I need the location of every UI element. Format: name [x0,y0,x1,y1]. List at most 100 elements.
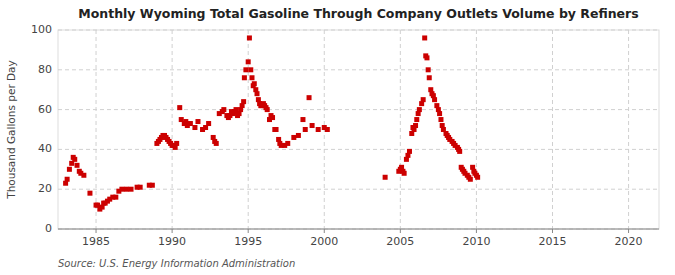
x-grid-line [96,30,97,229]
point [129,187,134,192]
y-tick-label: 20 [38,182,52,195]
point [424,55,429,60]
point [274,127,279,132]
point [407,149,412,154]
x-grid-line [628,30,629,229]
point [221,107,226,112]
chart: 0 20 40 60 80 100 1985 1990 1995 2000 2005 2010 2015… [0,0,675,275]
point [113,195,118,200]
point [468,177,473,182]
point [249,75,254,80]
x-tick [628,229,629,233]
point [188,121,193,126]
x-tick-label: 2015 [538,235,566,248]
x-tick-label: 1995 [234,235,262,248]
x-tick-label: 1985 [82,235,110,248]
x-grid-line [400,30,401,229]
point [310,123,315,128]
point [67,167,72,172]
grid [58,30,659,229]
plot-area [58,30,659,229]
point [247,35,252,40]
x-grid-line [172,30,173,229]
point [252,81,257,86]
y-grid-line [58,69,659,70]
point [195,119,200,124]
point [414,117,419,122]
point [422,35,427,40]
point [437,111,442,116]
point [248,67,253,72]
point [75,163,80,168]
point [72,157,77,162]
point [241,99,246,104]
point [457,149,462,154]
point [119,187,124,192]
y-tick-label: 60 [38,103,52,116]
x-tick-label: 2010 [462,235,490,248]
x-tick [400,229,401,233]
point [214,141,219,146]
point [421,97,426,102]
point [316,127,321,132]
point [296,133,301,138]
point [246,59,251,64]
x-tick-label: 1990 [158,235,186,248]
point [413,123,418,128]
point [65,177,70,182]
x-axis-line [58,229,659,230]
point [177,105,182,110]
point [270,115,275,120]
point [192,125,197,130]
y-grid-line [58,109,659,110]
x-tick [324,229,325,233]
point [206,121,211,126]
point [402,171,407,176]
points [63,35,480,211]
point [124,187,129,192]
point [255,91,260,96]
x-tick [248,229,249,233]
y-tick-label: 100 [31,23,52,36]
x-grid-line [552,30,553,229]
point [174,141,179,146]
y-tick-label: 0 [45,222,52,235]
y-grid-line [58,229,659,230]
point [242,75,247,80]
point [303,127,308,132]
point [150,183,155,188]
point [325,127,330,132]
point [300,117,305,122]
x-tick-label: 2020 [615,235,643,248]
point [475,175,480,180]
y-tick-label: 80 [38,63,52,76]
tick-labels: 0 20 40 60 80 100 1985 1990 1995 2000 2005 2010 2015… [31,23,643,248]
y-grid-line [58,30,659,31]
point [81,173,86,178]
x-tick-label: 2005 [386,235,414,248]
x-tick-label: 2000 [310,235,338,248]
point [87,191,92,196]
point [243,67,248,72]
point [285,141,290,146]
x-grid-line [476,30,477,229]
x-tick [552,229,553,233]
point [307,95,312,100]
annotation: Source: U.S. Energy Information Administ… [58,258,295,269]
y-grid-line [58,189,659,190]
point [383,175,388,180]
point [427,75,432,80]
point [426,67,431,72]
point [438,117,443,122]
y-grid-line [58,149,659,150]
point [417,107,422,112]
x-tick [476,229,477,233]
y-axis-label: Thousand Gallons per Day [5,60,17,200]
point [265,107,270,112]
y-tick-label: 40 [38,142,52,155]
point [432,97,437,102]
point [291,135,296,140]
point [138,185,143,190]
x-tick [96,229,97,233]
title: Monthly Wyoming Total Gasoline Through C… [78,6,638,21]
